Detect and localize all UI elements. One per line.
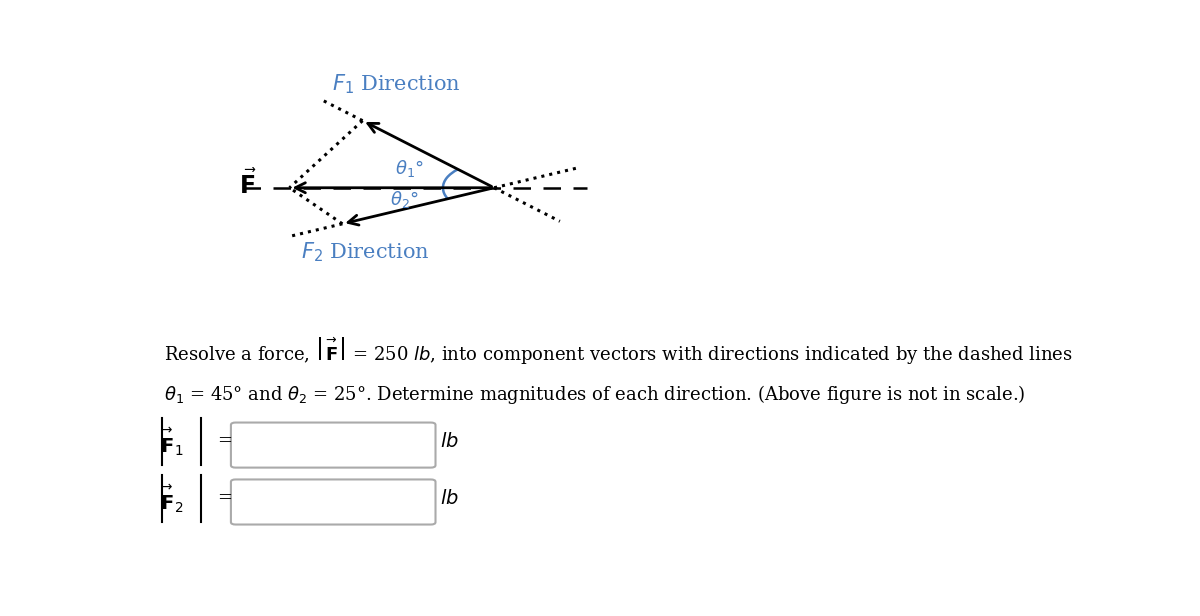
FancyBboxPatch shape [230, 479, 436, 524]
Text: =: = [217, 432, 232, 450]
Text: $\vec{\mathbf{F}}$: $\vec{\mathbf{F}}$ [239, 169, 257, 199]
Text: $F_1$ Direction: $F_1$ Direction [332, 72, 461, 96]
Text: $\overset{\rightarrow}{\mathbf{F}}_2$: $\overset{\rightarrow}{\mathbf{F}}_2$ [158, 482, 185, 515]
Text: $\theta_1$ = 45° and $\theta_2$ = 25°. Determine magnitudes of each direction. (: $\theta_1$ = 45° and $\theta_2$ = 25°. D… [164, 383, 1026, 405]
Text: $\it{lb}$: $\it{lb}$ [440, 489, 460, 508]
Text: $\theta_1°$: $\theta_1°$ [395, 158, 424, 179]
Text: =: = [217, 490, 232, 508]
Text: $\overset{\rightarrow}{\mathbf{F}}_1$: $\overset{\rightarrow}{\mathbf{F}}_1$ [158, 425, 185, 458]
Text: $\it{lb}$: $\it{lb}$ [440, 432, 460, 451]
Text: $\theta_2°$: $\theta_2°$ [390, 189, 419, 210]
Text: Resolve a force, $\left|\overset{\rightarrow}{\mathbf{F}}\right|$ = 250 $\it{lb}: Resolve a force, $\left|\overset{\righta… [164, 336, 1073, 367]
FancyBboxPatch shape [230, 423, 436, 468]
Text: $F_2$ Direction: $F_2$ Direction [301, 241, 430, 264]
